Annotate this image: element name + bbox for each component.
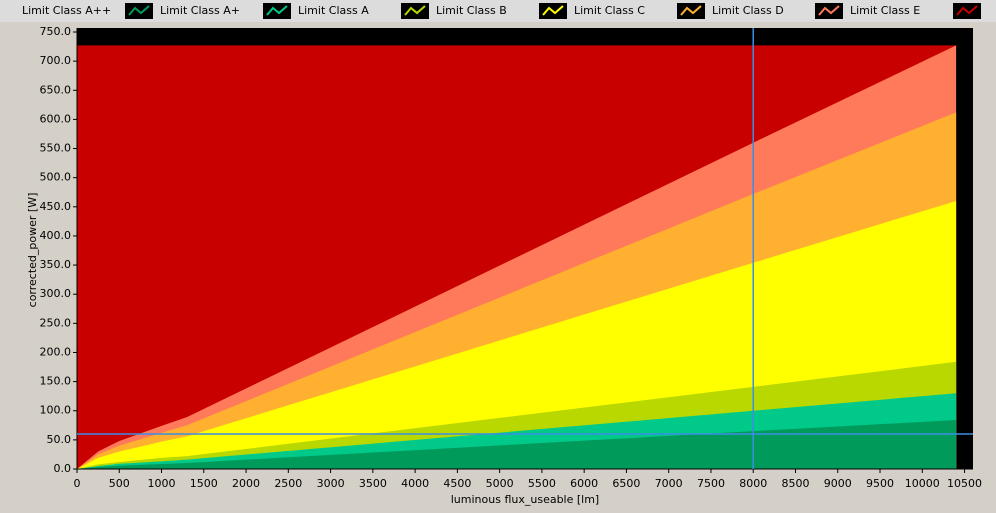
legend-label: Limit Class A++ xyxy=(22,4,111,17)
legend-label: Limit Class A xyxy=(298,4,369,17)
y-tick-label: 350.0 xyxy=(40,258,72,271)
x-tick-label: 2500 xyxy=(274,477,302,490)
x-tick-label: 3000 xyxy=(317,477,345,490)
legend-icon xyxy=(818,5,840,16)
legend-icon xyxy=(266,5,288,16)
y-tick-label: 400.0 xyxy=(40,229,72,242)
y-tick-label: 50.0 xyxy=(47,433,72,446)
x-tick-label: 3500 xyxy=(359,477,387,490)
y-tick-label: 250.0 xyxy=(40,316,72,329)
y-axis-label: corrected_power [W] xyxy=(26,193,39,308)
y-tick-label: 500.0 xyxy=(40,171,72,184)
y-tick-label: 0.0 xyxy=(54,462,72,475)
x-tick-label: 10500 xyxy=(947,477,982,490)
y-tick-label: 550.0 xyxy=(40,142,72,155)
x-tick-label: 4500 xyxy=(443,477,471,490)
y-tick-label: 300.0 xyxy=(40,287,72,300)
area xyxy=(77,420,957,469)
x-tick-label: 0 xyxy=(74,477,81,490)
x-tick-label: 1000 xyxy=(148,477,176,490)
legend-icon xyxy=(542,5,564,16)
x-tick-label: 10000 xyxy=(905,477,940,490)
y-tick-label: 600.0 xyxy=(40,112,72,125)
legend-label: Limit Class E xyxy=(850,4,920,17)
x-axis-label: luminous flux_useable [lm] xyxy=(451,493,599,506)
legend-icon xyxy=(404,5,426,16)
x-tick-label: 8000 xyxy=(739,477,767,490)
x-tick-label: 7000 xyxy=(655,477,683,490)
x-tick-label: 1500 xyxy=(190,477,218,490)
legend-label: Limit Class C xyxy=(574,4,645,17)
y-tick-label: 150.0 xyxy=(40,375,72,388)
legend-label: Limit Class B xyxy=(436,4,507,17)
x-tick-label: 6500 xyxy=(612,477,640,490)
x-tick-label: 5500 xyxy=(528,477,556,490)
y-tick-label: 650.0 xyxy=(40,83,72,96)
x-tick-label: 8500 xyxy=(781,477,809,490)
x-tick-label: 4000 xyxy=(401,477,429,490)
legend-bar xyxy=(0,0,996,22)
x-tick-label: 500 xyxy=(109,477,130,490)
y-tick-label: 450.0 xyxy=(40,200,72,213)
legend-icon xyxy=(128,5,150,16)
legend-icon xyxy=(680,5,702,16)
y-tick-label: 700.0 xyxy=(40,54,72,67)
x-tick-label: 7500 xyxy=(697,477,725,490)
x-tick-label: 9000 xyxy=(824,477,852,490)
y-tick-label: 200.0 xyxy=(40,345,72,358)
x-tick-label: 2000 xyxy=(232,477,260,490)
legend-icon xyxy=(956,5,978,16)
y-tick-label: 100.0 xyxy=(40,404,72,417)
legend-label: Limit Class A+ xyxy=(160,4,240,17)
x-tick-label: 6000 xyxy=(570,477,598,490)
y-tick-label: 750.0 xyxy=(40,25,72,38)
x-tick-label: 9500 xyxy=(866,477,894,490)
legend-label: Limit Class D xyxy=(712,4,784,17)
x-tick-label: 5000 xyxy=(486,477,514,490)
